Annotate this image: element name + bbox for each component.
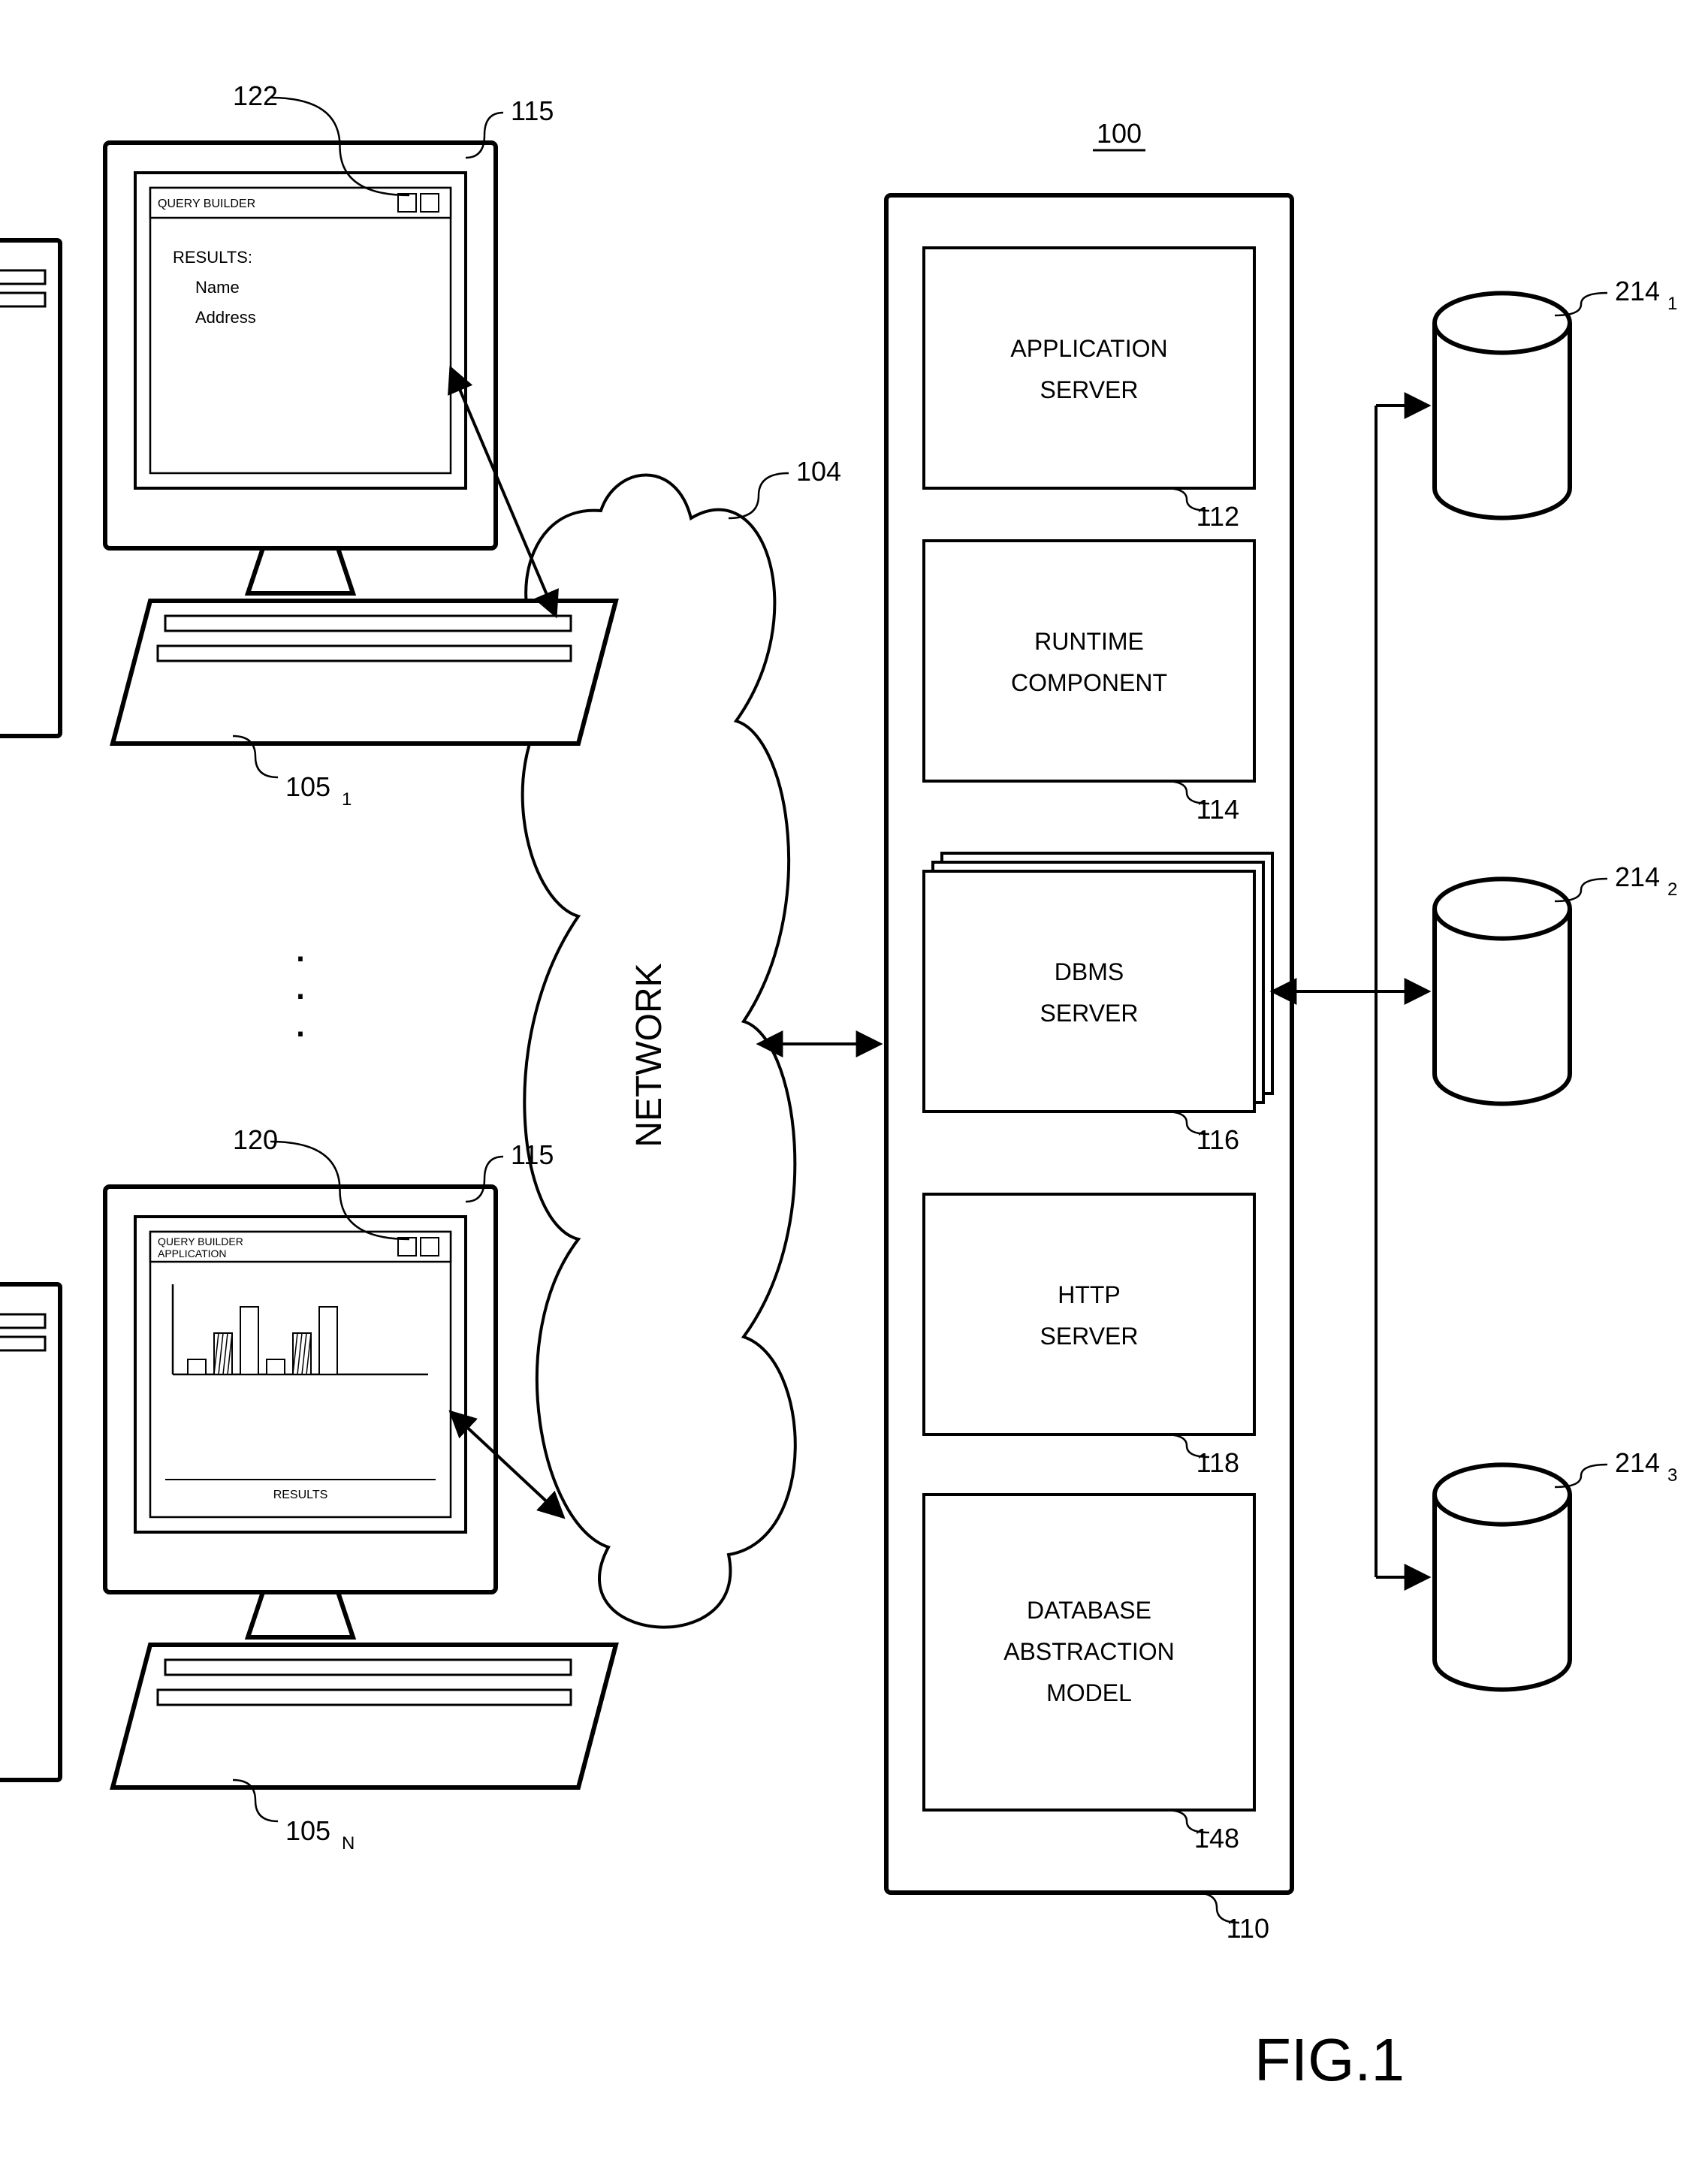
- db-ref-2: 214: [1615, 1447, 1660, 1478]
- network-ref: 104: [796, 456, 841, 487]
- client-ref-1: 105: [285, 1815, 330, 1846]
- dam-ref: 148: [1194, 1823, 1239, 1854]
- svg-text:MODEL: MODEL: [1046, 1679, 1132, 1706]
- svg-text:ABSTRACTION: ABSTRACTION: [1003, 1638, 1175, 1665]
- window-body-0-1: Name: [195, 278, 240, 297]
- client-ref-sub-0: 1: [342, 789, 352, 810]
- network-label: NETWORK: [629, 963, 669, 1147]
- svg-text:RUNTIME: RUNTIME: [1034, 628, 1144, 655]
- db-ref-sub-0: 1: [1667, 294, 1677, 314]
- dbms-box: [924, 871, 1254, 1112]
- iface-ref-0: 115: [511, 95, 554, 126]
- tower-1: [0, 1284, 60, 1780]
- window-title-0: QUERY BUILDER: [158, 198, 255, 210]
- http-box: [924, 1194, 1254, 1434]
- runtime-box: [924, 541, 1254, 781]
- server-ref: 110: [1227, 1913, 1269, 1944]
- svg-text:SERVER: SERVER: [1040, 376, 1138, 403]
- window-body-0-0: RESULTS:: [173, 248, 252, 267]
- figure-label: FIG.1: [1254, 2026, 1405, 2093]
- svg-text:.: .: [294, 996, 307, 1046]
- svg-text:SERVER: SERVER: [1040, 1323, 1138, 1350]
- svg-text:COMPONENT: COMPONENT: [1011, 669, 1167, 696]
- system-ref: 100: [1097, 118, 1142, 149]
- client-ref-0: 105: [285, 771, 330, 802]
- window-body-0-2: Address: [195, 308, 256, 327]
- runtime-ref: 114: [1197, 794, 1239, 825]
- client-ref-sub-1: N: [342, 1833, 355, 1854]
- iface-ref-1: 115: [511, 1139, 554, 1170]
- http-ref: 118: [1197, 1447, 1239, 1478]
- svg-text:DATABASE: DATABASE: [1027, 1597, 1151, 1624]
- app-ref: 112: [1197, 501, 1239, 532]
- window-ref-0: 122: [233, 80, 278, 111]
- results-label-1: RESULTS: [273, 1489, 328, 1501]
- db-ref-1: 214: [1615, 861, 1660, 892]
- db-ref-sub-1: 2: [1667, 879, 1677, 900]
- window-ref-1: 120: [233, 1124, 278, 1155]
- app-window-0: [150, 188, 451, 473]
- tower-0: [0, 240, 60, 736]
- svg-text:APPLICATION: APPLICATION: [1010, 335, 1167, 362]
- db-ref-sub-2: 3: [1667, 1465, 1677, 1486]
- app-box: [924, 248, 1254, 488]
- svg-text:SERVER: SERVER: [1040, 1000, 1138, 1027]
- svg-text:DBMS: DBMS: [1055, 958, 1124, 985]
- dbms-ref: 116: [1197, 1124, 1239, 1155]
- svg-text:APPLICATION: APPLICATION: [158, 1247, 227, 1259]
- svg-text:HTTP: HTTP: [1058, 1281, 1121, 1308]
- db-ref-0: 214: [1615, 276, 1660, 306]
- svg-text:QUERY BUILDER: QUERY BUILDER: [158, 1235, 243, 1247]
